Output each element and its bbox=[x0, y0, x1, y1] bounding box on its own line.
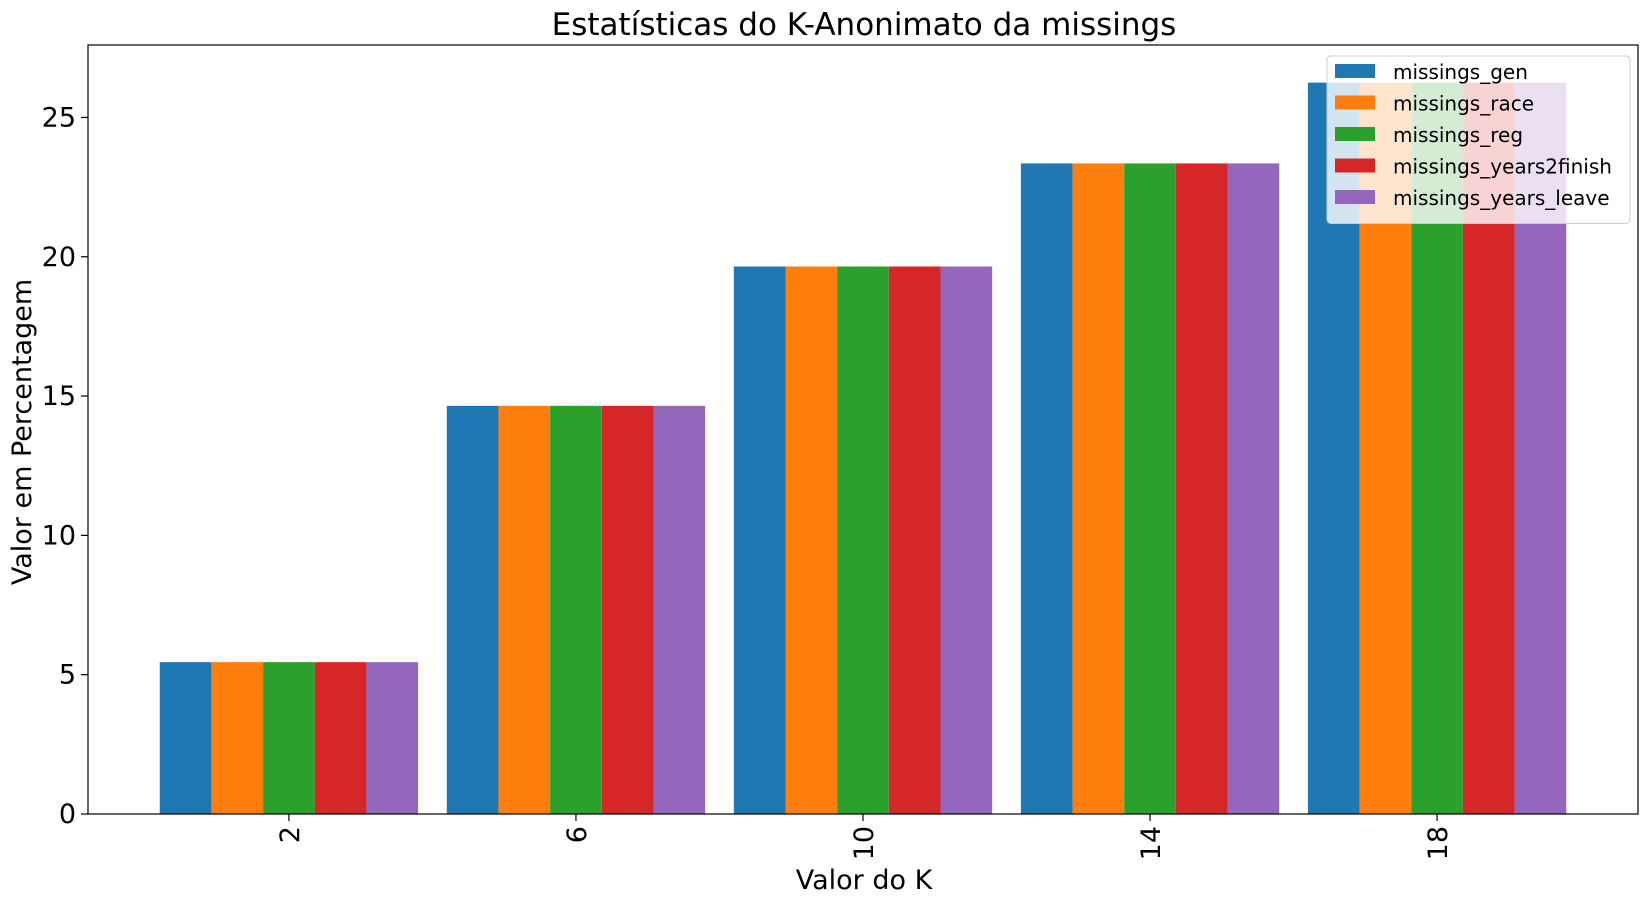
bar-missings_years_leave-14 bbox=[1227, 163, 1280, 814]
legend-swatch bbox=[1335, 158, 1375, 173]
legend: missings_gen missings_race missings_regmis… bbox=[1326, 55, 1631, 224]
bar-missings_years2finish-6 bbox=[601, 405, 654, 814]
legend-label: missings_years_leave bbox=[1393, 186, 1610, 210]
x-tick-label: 6 bbox=[562, 826, 593, 843]
x-axis-label: Valor do K bbox=[796, 865, 934, 896]
legend-swatch bbox=[1335, 127, 1375, 141]
bar-missings_gen-6 bbox=[446, 405, 499, 814]
bar-missings_years2finish-10 bbox=[888, 266, 941, 814]
chart-title: Estatísticas do K-Anonimato da missings bbox=[552, 7, 1177, 43]
x-tick-label: 18 bbox=[1423, 826, 1454, 860]
x-tick-label: 14 bbox=[1136, 826, 1167, 860]
y-tick-label: 5 bbox=[59, 660, 76, 691]
bar-missings_race-6 bbox=[498, 405, 551, 814]
bar-missings_race-10 bbox=[785, 266, 838, 814]
legend-swatch bbox=[1335, 190, 1375, 204]
legend-label: missings_reg bbox=[1393, 123, 1523, 147]
bar-missings_years_leave-6 bbox=[653, 405, 706, 814]
axes-group: 0 5 10 15 20 25 2 6 10 14 18 bbox=[42, 44, 1639, 860]
bars-group bbox=[159, 82, 1567, 815]
bar-missings_reg-10 bbox=[837, 266, 889, 814]
legend-swatch bbox=[1335, 64, 1375, 78]
bar-missings_years2finish-14 bbox=[1175, 163, 1228, 814]
bar-missings_years_leave-10 bbox=[940, 266, 993, 814]
bar-missings_reg-14 bbox=[1124, 163, 1176, 814]
x-tick-label: 2 bbox=[275, 826, 306, 843]
bar-missings_race-2 bbox=[211, 662, 264, 814]
bar-missings_reg-6 bbox=[550, 405, 602, 814]
legend-label: missings_years2finish bbox=[1393, 155, 1612, 179]
y-tick-label: 0 bbox=[59, 799, 76, 830]
bar-missings_gen-10 bbox=[733, 266, 786, 814]
bar-missings_reg-2 bbox=[263, 662, 315, 814]
y-tick-label: 20 bbox=[42, 242, 76, 273]
bar-missings_years_leave-2 bbox=[366, 662, 419, 814]
x-tick-label: 10 bbox=[849, 826, 880, 860]
y-tick-label: 25 bbox=[42, 102, 76, 133]
y-tick-label: 15 bbox=[42, 381, 76, 412]
bar-missings_gen-2 bbox=[159, 662, 212, 814]
legend-label: missings_gen bbox=[1393, 60, 1528, 84]
y-axis-label: Valor em Percentagem bbox=[7, 279, 38, 585]
legend-frame bbox=[1326, 55, 1631, 224]
bar-missings_years2finish-2 bbox=[314, 662, 367, 814]
y-tick-label: 10 bbox=[42, 520, 76, 551]
legend-swatch bbox=[1335, 95, 1375, 110]
legend-label: missings_race bbox=[1393, 92, 1534, 116]
bar-missings_race-14 bbox=[1072, 163, 1125, 814]
bar-missings_gen-14 bbox=[1020, 163, 1073, 814]
